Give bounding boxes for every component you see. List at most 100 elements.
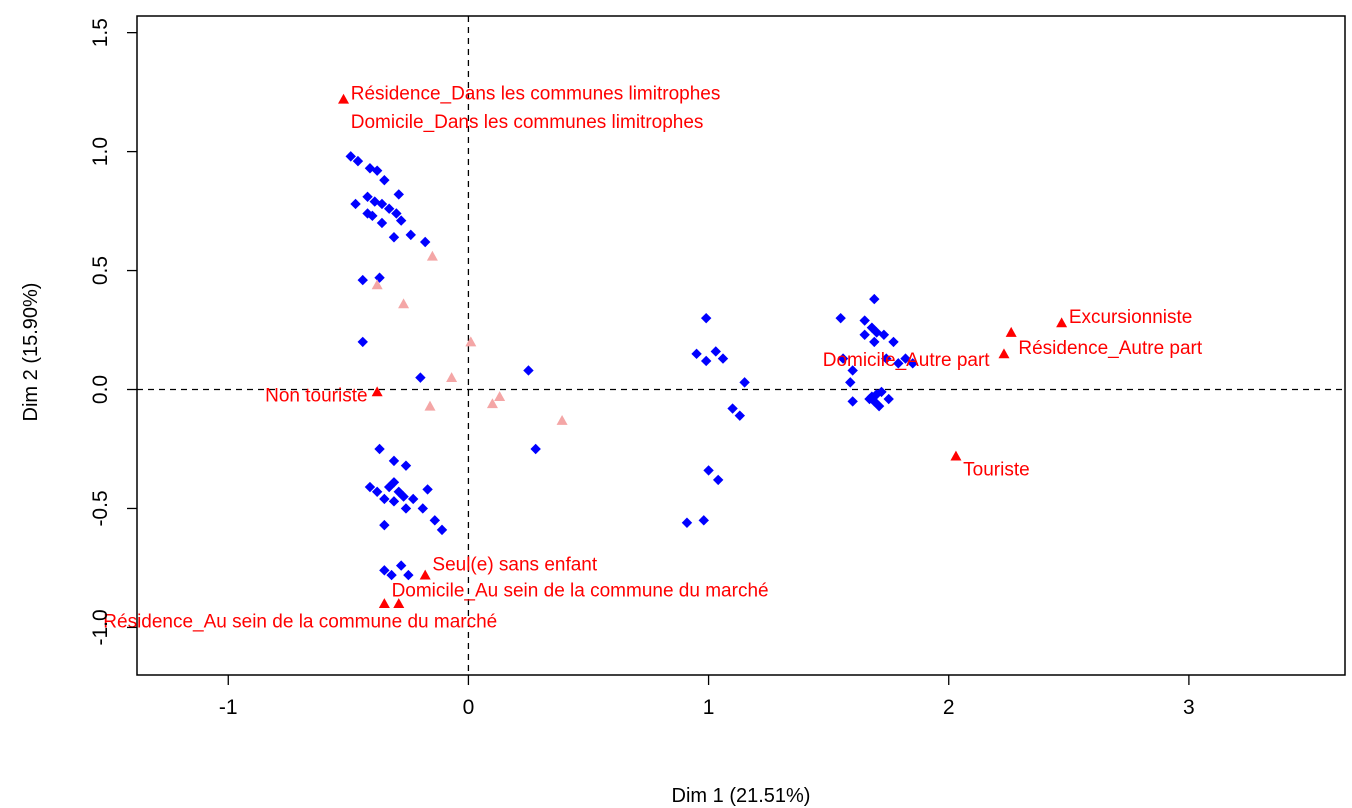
data-point — [407, 493, 419, 505]
data-point — [869, 336, 880, 348]
data-point — [883, 393, 894, 405]
data-point — [486, 398, 498, 409]
data-point — [907, 358, 918, 369]
data-point — [727, 403, 738, 414]
data-point — [362, 191, 373, 203]
data-point — [357, 274, 368, 286]
data-point — [374, 443, 385, 455]
data-point — [371, 386, 383, 397]
point-label: Résidence_Autre part — [1018, 338, 1202, 359]
x-axis-label: Dim 1 (21.51%) — [672, 785, 811, 807]
data-point — [388, 232, 400, 243]
y-tick-label: 0.5 — [89, 256, 112, 285]
data-point — [398, 491, 409, 502]
point-label: Domicile_Dans les communes limitrophes — [351, 112, 704, 133]
data-point — [338, 93, 350, 104]
data-point — [395, 560, 407, 571]
individual-points — [345, 151, 918, 581]
point-label: Touriste — [963, 459, 1030, 480]
data-point — [835, 312, 846, 324]
y-tick-label: -1.0 — [89, 609, 112, 645]
x-tick-label: 2 — [943, 696, 955, 719]
data-point — [395, 215, 407, 226]
data-point — [700, 312, 712, 324]
data-point — [393, 189, 404, 200]
data-point — [403, 569, 414, 581]
data-point — [888, 336, 899, 348]
reference-lines — [137, 16, 1345, 675]
data-point — [710, 346, 721, 357]
data-point — [878, 329, 890, 340]
data-point — [845, 377, 856, 388]
y-axis-label: Dim 2 (15.90%) — [20, 283, 42, 422]
data-point — [367, 210, 378, 222]
data-point — [352, 155, 364, 167]
data-point — [873, 400, 885, 412]
data-point — [419, 569, 431, 580]
data-point — [415, 372, 426, 383]
data-point — [1005, 326, 1017, 337]
x-tick-label: 3 — [1183, 696, 1195, 719]
data-point — [371, 165, 383, 176]
data-point — [876, 386, 887, 398]
data-point — [405, 229, 416, 241]
data-point — [388, 496, 400, 507]
data-point — [436, 524, 448, 536]
data-point — [869, 396, 880, 407]
data-point — [345, 151, 356, 162]
data-point — [847, 396, 858, 407]
point-label: Excursionniste — [1069, 307, 1193, 328]
data-point — [446, 372, 458, 383]
data-point — [847, 365, 858, 376]
data-point — [417, 503, 428, 514]
x-tick-label: 0 — [463, 696, 475, 719]
data-point — [556, 414, 568, 425]
data-point — [376, 217, 388, 229]
data-point — [837, 353, 849, 364]
point-label: Seul(e) sans enfant — [432, 555, 597, 576]
data-point — [362, 208, 373, 219]
data-point — [379, 565, 390, 576]
category-labels: Résidence_Dans les communes limitrophes D… — [103, 84, 1203, 633]
data-point — [424, 400, 436, 411]
data-point — [950, 450, 962, 461]
supplementary-category-points — [371, 250, 568, 425]
data-point — [734, 410, 745, 421]
x-tick-label: -1 — [219, 696, 238, 719]
data-point — [681, 517, 693, 528]
data-point — [429, 515, 440, 526]
y-tick-label: -0.5 — [89, 490, 112, 526]
data-point — [400, 503, 412, 514]
data-point — [717, 353, 729, 364]
data-point — [379, 174, 390, 186]
data-point — [422, 484, 433, 495]
data-point — [426, 250, 438, 261]
data-point — [379, 519, 390, 531]
point-label: Résidence_Dans les communes limitrophes — [351, 84, 721, 105]
data-point — [465, 336, 477, 347]
data-point — [530, 443, 541, 455]
category-points — [338, 93, 1068, 609]
y-tick-label: 0.0 — [89, 375, 112, 404]
data-point — [350, 198, 361, 210]
data-point — [364, 481, 376, 493]
data-point — [866, 322, 878, 333]
data-point — [900, 353, 911, 364]
data-point — [400, 460, 412, 471]
data-point — [998, 348, 1010, 359]
data-point — [691, 348, 702, 360]
data-point — [388, 455, 400, 467]
data-point — [698, 515, 709, 526]
data-point — [378, 598, 390, 609]
point-label: Non touriste — [265, 386, 367, 407]
point-label: Domicile_Autre part — [823, 350, 991, 371]
data-point — [383, 481, 395, 493]
y-tick-label: 1.0 — [89, 137, 112, 166]
point-label: Domicile_Au sein de la commune du marché — [392, 581, 769, 602]
x-tick-label: 1 — [703, 696, 715, 719]
data-point — [391, 208, 402, 219]
data-point — [371, 486, 383, 498]
data-point — [859, 315, 870, 326]
data-point — [881, 353, 892, 364]
